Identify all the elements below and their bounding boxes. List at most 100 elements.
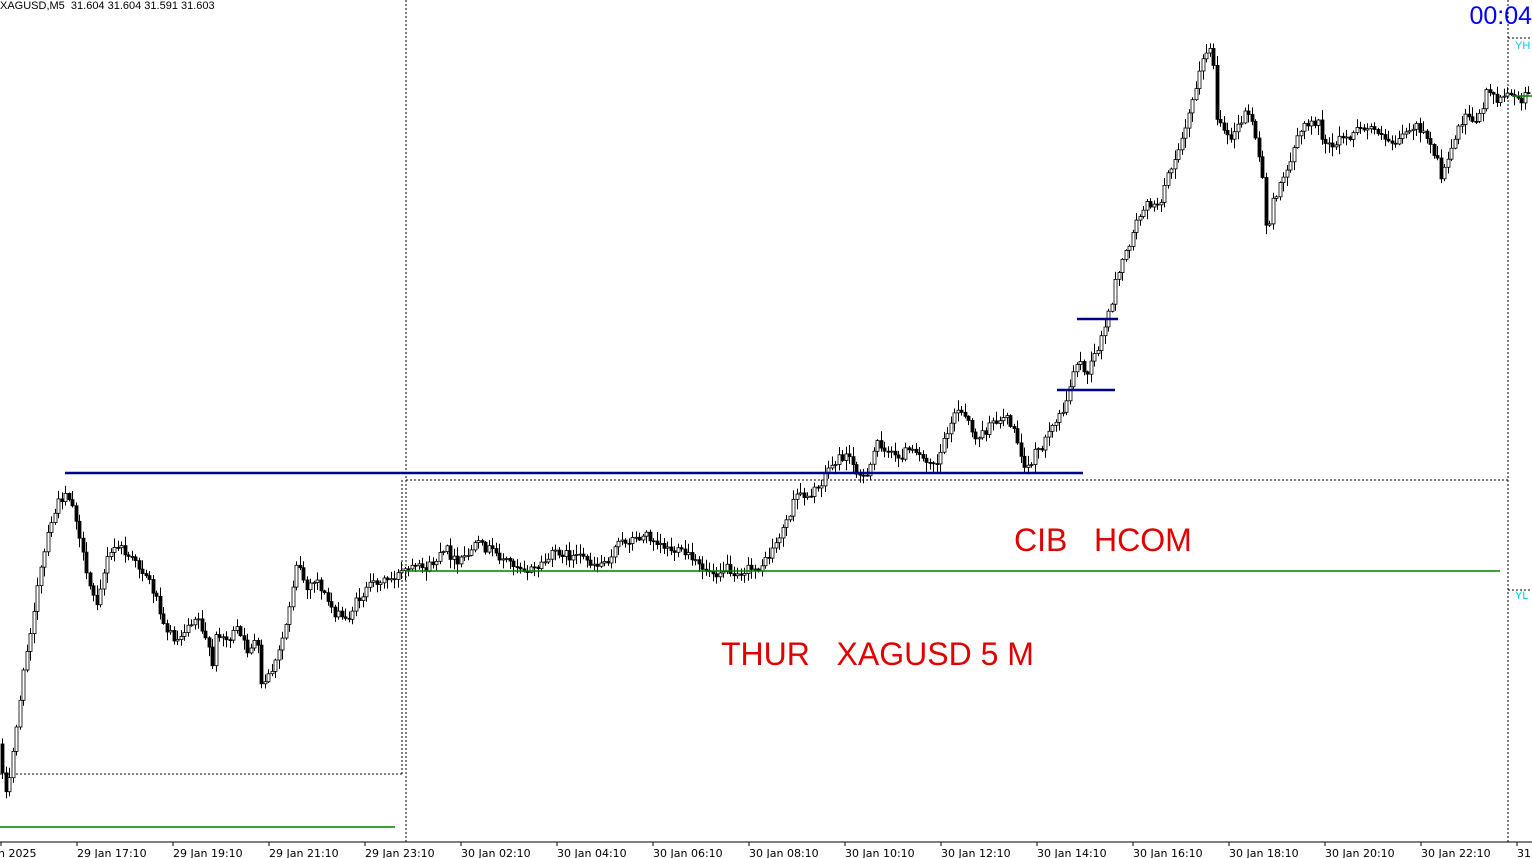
candle-body [1110, 303, 1115, 312]
candle-body [585, 555, 590, 561]
candle-body [700, 563, 705, 570]
candle-body [1243, 110, 1248, 124]
candle-body [1120, 258, 1125, 273]
candle-body [1222, 122, 1227, 131]
candle-body [263, 681, 268, 685]
candle-body [1099, 335, 1104, 351]
candle-body [340, 610, 345, 618]
candle-body [196, 618, 201, 621]
candle-body [56, 498, 61, 514]
candle-body [273, 659, 278, 672]
candle-body [350, 610, 355, 620]
candle-body [735, 573, 740, 577]
candle-body [1376, 129, 1381, 134]
candle-body [613, 546, 618, 558]
candle-body [546, 558, 551, 563]
candle-body [1330, 142, 1335, 148]
candle-body [875, 440, 880, 452]
x-tick-label: 29 Jan 17:10 [77, 847, 147, 858]
candle-body [382, 577, 387, 584]
candle-body [1281, 176, 1286, 184]
candle-body [1260, 156, 1265, 178]
candle-body [966, 415, 971, 421]
candle-body [973, 431, 978, 440]
candlestick-series [0, 43, 1531, 799]
candle-body [823, 473, 828, 487]
candle-body [1113, 278, 1118, 305]
candle-body [238, 626, 243, 637]
candle-body [91, 585, 96, 596]
candle-body [788, 515, 793, 521]
candle-body [336, 610, 341, 618]
candle-body [1519, 97, 1524, 104]
candle-body [343, 616, 348, 619]
candle-body [1428, 138, 1433, 145]
candle-body [1152, 203, 1157, 208]
candle-body [326, 592, 331, 602]
candle-body [18, 699, 23, 728]
candle-body [1334, 144, 1339, 148]
x-tick-label: 30 Jan 18:10 [1229, 847, 1299, 858]
candle-body [1054, 421, 1059, 426]
x-tick-label: 31 [1517, 847, 1531, 858]
candle-body [14, 726, 19, 752]
candle-body [1232, 131, 1237, 140]
candle-body [882, 447, 887, 452]
candle-body [1131, 231, 1136, 247]
candle-body [1036, 448, 1041, 450]
candle-body [662, 543, 667, 549]
candle-body [637, 536, 642, 541]
candle-body [1141, 209, 1146, 217]
candle-body [581, 553, 586, 557]
candle-body [760, 565, 765, 572]
candle-body [140, 568, 145, 574]
candle-body [1075, 364, 1080, 373]
candle-body [333, 606, 338, 618]
bar-countdown-timer: 00:04 [1469, 2, 1532, 30]
candle-body [1085, 371, 1090, 375]
candle-body [956, 409, 961, 414]
candle-body [1337, 135, 1342, 146]
candle-body [399, 570, 404, 574]
candle-body [655, 540, 660, 545]
candle-body [1432, 143, 1437, 156]
candle-body [312, 582, 317, 584]
candle-body [1386, 138, 1391, 142]
candle-body [494, 548, 499, 554]
candle-body [109, 552, 114, 558]
candle-body [574, 554, 579, 556]
candle-body [1393, 142, 1398, 145]
candle-body [1407, 130, 1412, 133]
candle-body [25, 651, 30, 671]
candle-body [658, 543, 663, 546]
candle-body [207, 637, 212, 648]
candle-body [291, 586, 296, 608]
candle-body [1064, 400, 1069, 413]
candle-body [49, 522, 54, 533]
candle-body [347, 617, 352, 620]
candle-body [200, 618, 205, 632]
candle-body [252, 640, 257, 649]
candle-body [970, 419, 975, 433]
candle-body [539, 561, 544, 569]
candle-body [791, 498, 796, 517]
candle-body [368, 581, 373, 588]
candle-body [1005, 415, 1010, 418]
candle-body [595, 563, 600, 567]
candle-body [1239, 122, 1244, 125]
candle-body [742, 573, 747, 576]
candle-body [718, 572, 723, 578]
candle-body [553, 549, 558, 552]
candle-body [385, 577, 390, 581]
candle-body [511, 560, 516, 567]
candle-body [242, 635, 247, 641]
candle-body [319, 579, 324, 592]
candle-body [784, 519, 789, 528]
candle-body [1180, 137, 1185, 151]
candle-body [529, 566, 534, 573]
candle-body [119, 545, 124, 549]
candle-body [168, 630, 173, 633]
candle-body [11, 751, 16, 779]
